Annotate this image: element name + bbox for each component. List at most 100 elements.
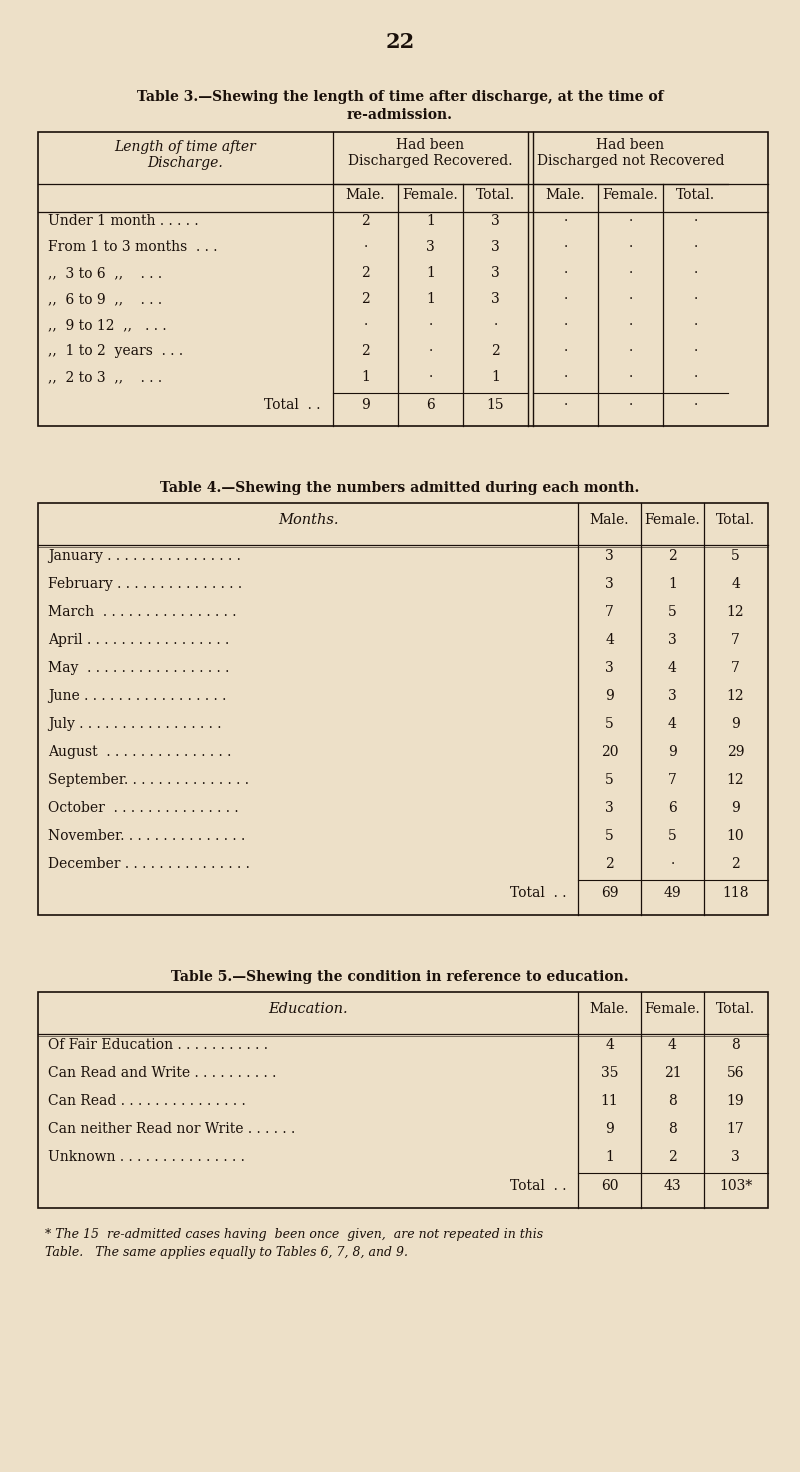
Text: 35: 35 — [601, 1066, 618, 1080]
Text: 4: 4 — [605, 1038, 614, 1052]
Text: Female.: Female. — [402, 188, 458, 202]
Text: October  . . . . . . . . . . . . . . .: October . . . . . . . . . . . . . . . — [48, 801, 238, 815]
Text: Education.: Education. — [268, 1002, 348, 1016]
Text: July . . . . . . . . . . . . . . . . .: July . . . . . . . . . . . . . . . . . — [48, 717, 222, 732]
Text: ·: · — [363, 318, 368, 333]
Text: ·: · — [494, 318, 498, 333]
Text: 21: 21 — [664, 1066, 682, 1080]
Text: 3: 3 — [605, 661, 614, 676]
Text: November. . . . . . . . . . . . . . .: November. . . . . . . . . . . . . . . — [48, 829, 246, 843]
Text: ·: · — [694, 318, 698, 333]
Text: 6: 6 — [426, 397, 435, 412]
Text: 3: 3 — [605, 801, 614, 815]
Text: Length of time after: Length of time after — [114, 140, 256, 155]
Text: ·: · — [628, 344, 633, 358]
Text: Unknown . . . . . . . . . . . . . . .: Unknown . . . . . . . . . . . . . . . — [48, 1150, 245, 1164]
Text: Can Read and Write . . . . . . . . . .: Can Read and Write . . . . . . . . . . — [48, 1066, 276, 1080]
Text: ·: · — [563, 240, 568, 255]
Text: Can neither Read nor Write . . . . . .: Can neither Read nor Write . . . . . . — [48, 1122, 295, 1136]
Text: re-admission.: re-admission. — [347, 107, 453, 122]
Text: 7: 7 — [605, 605, 614, 620]
Text: ·: · — [628, 213, 633, 228]
Text: ·: · — [428, 369, 433, 384]
Text: 60: 60 — [601, 1179, 618, 1192]
Text: 5: 5 — [731, 549, 740, 562]
Text: ,,  1 to 2  years  . . .: ,, 1 to 2 years . . . — [48, 344, 183, 358]
Text: 7: 7 — [731, 633, 740, 648]
Text: Discharge.: Discharge. — [148, 156, 223, 169]
Text: 3: 3 — [668, 689, 677, 704]
Bar — [38, 992, 768, 1209]
Text: 2: 2 — [361, 291, 370, 306]
Text: 29: 29 — [726, 745, 744, 760]
Text: 49: 49 — [664, 886, 682, 899]
Text: February . . . . . . . . . . . . . . .: February . . . . . . . . . . . . . . . — [48, 577, 242, 590]
Text: ·: · — [694, 213, 698, 228]
Text: 3: 3 — [731, 1150, 740, 1164]
Text: 1: 1 — [361, 369, 370, 384]
Text: Total  . .: Total . . — [510, 886, 566, 899]
Text: 5: 5 — [668, 829, 677, 843]
Text: 1: 1 — [605, 1150, 614, 1164]
Text: 2: 2 — [605, 857, 614, 871]
Text: Total.: Total. — [716, 1002, 755, 1016]
Text: 8: 8 — [731, 1038, 740, 1052]
Text: ,,  6 to 9  ,,    . . .: ,, 6 to 9 ,, . . . — [48, 291, 162, 306]
Text: ·: · — [563, 266, 568, 280]
Text: 2: 2 — [668, 549, 677, 562]
Text: 3: 3 — [491, 266, 500, 280]
Text: Discharged Recovered.: Discharged Recovered. — [348, 155, 513, 168]
Text: ·: · — [563, 369, 568, 384]
Text: Total.: Total. — [676, 188, 715, 202]
Text: ·: · — [628, 397, 633, 412]
Text: ·: · — [628, 318, 633, 333]
Text: 17: 17 — [726, 1122, 744, 1136]
Text: Table 4.—Shewing the numbers admitted during each month.: Table 4.—Shewing the numbers admitted du… — [160, 481, 640, 495]
Text: ·: · — [670, 857, 674, 871]
Text: ·: · — [628, 240, 633, 255]
Text: Female.: Female. — [645, 514, 700, 527]
Text: From 1 to 3 months  . . .: From 1 to 3 months . . . — [48, 240, 218, 255]
Text: December . . . . . . . . . . . . . . .: December . . . . . . . . . . . . . . . — [48, 857, 250, 871]
Text: Total.: Total. — [476, 188, 515, 202]
Text: Male.: Male. — [590, 514, 630, 527]
Text: 15: 15 — [486, 397, 504, 412]
Text: ·: · — [563, 344, 568, 358]
Text: Female.: Female. — [602, 188, 658, 202]
Text: 6: 6 — [668, 801, 677, 815]
Text: ·: · — [628, 266, 633, 280]
Text: ·: · — [428, 318, 433, 333]
Text: Can Read . . . . . . . . . . . . . . .: Can Read . . . . . . . . . . . . . . . — [48, 1094, 246, 1108]
Text: Discharged not Recovered: Discharged not Recovered — [537, 155, 724, 168]
Text: ·: · — [628, 291, 633, 306]
Text: 5: 5 — [605, 773, 614, 788]
Text: 5: 5 — [605, 829, 614, 843]
Text: 20: 20 — [601, 745, 618, 760]
Text: 1: 1 — [491, 369, 500, 384]
Text: ,,  9 to 12  ,,   . . .: ,, 9 to 12 ,, . . . — [48, 318, 166, 333]
Text: ·: · — [563, 318, 568, 333]
Text: Table 3.—Shewing the length of time after discharge, at the time of: Table 3.—Shewing the length of time afte… — [137, 90, 663, 105]
Text: 2: 2 — [361, 213, 370, 228]
Text: ·: · — [363, 240, 368, 255]
Text: 1: 1 — [426, 291, 435, 306]
Text: 7: 7 — [731, 661, 740, 676]
Text: ·: · — [628, 369, 633, 384]
Text: Total  . .: Total . . — [510, 1179, 566, 1192]
Text: 69: 69 — [601, 886, 618, 899]
Text: 2: 2 — [361, 344, 370, 358]
Text: 9: 9 — [668, 745, 677, 760]
Text: ·: · — [428, 344, 433, 358]
Bar — [38, 503, 768, 916]
Text: 103*: 103* — [719, 1179, 752, 1192]
Text: ·: · — [694, 266, 698, 280]
Text: Had been: Had been — [597, 138, 665, 152]
Text: 3: 3 — [426, 240, 435, 255]
Text: June . . . . . . . . . . . . . . . . .: June . . . . . . . . . . . . . . . . . — [48, 689, 226, 704]
Text: 10: 10 — [726, 829, 744, 843]
Text: August  . . . . . . . . . . . . . . .: August . . . . . . . . . . . . . . . — [48, 745, 231, 760]
Text: Male.: Male. — [346, 188, 386, 202]
Text: 3: 3 — [668, 633, 677, 648]
Text: 3: 3 — [491, 291, 500, 306]
Text: 43: 43 — [664, 1179, 682, 1192]
